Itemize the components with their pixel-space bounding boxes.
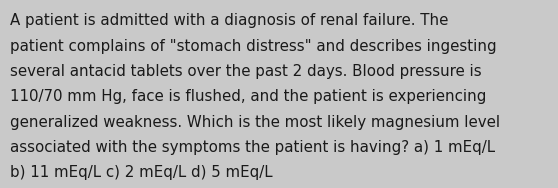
Text: patient complains of "stomach distress" and describes ingesting: patient complains of "stomach distress" …: [10, 39, 497, 54]
Text: associated with the symptoms the patient is having? a) 1 mEq/L: associated with the symptoms the patient…: [10, 140, 495, 155]
Text: 110/70 mm Hg, face is flushed, and the patient is experiencing: 110/70 mm Hg, face is flushed, and the p…: [10, 89, 487, 104]
Text: A patient is admitted with a diagnosis of renal failure. The: A patient is admitted with a diagnosis o…: [10, 13, 449, 28]
Text: generalized weakness. Which is the most likely magnesium level: generalized weakness. Which is the most …: [10, 115, 500, 130]
Text: b) 11 mEq/L c) 2 mEq/L d) 5 mEq/L: b) 11 mEq/L c) 2 mEq/L d) 5 mEq/L: [10, 165, 273, 180]
Text: several antacid tablets over the past 2 days. Blood pressure is: several antacid tablets over the past 2 …: [10, 64, 482, 79]
